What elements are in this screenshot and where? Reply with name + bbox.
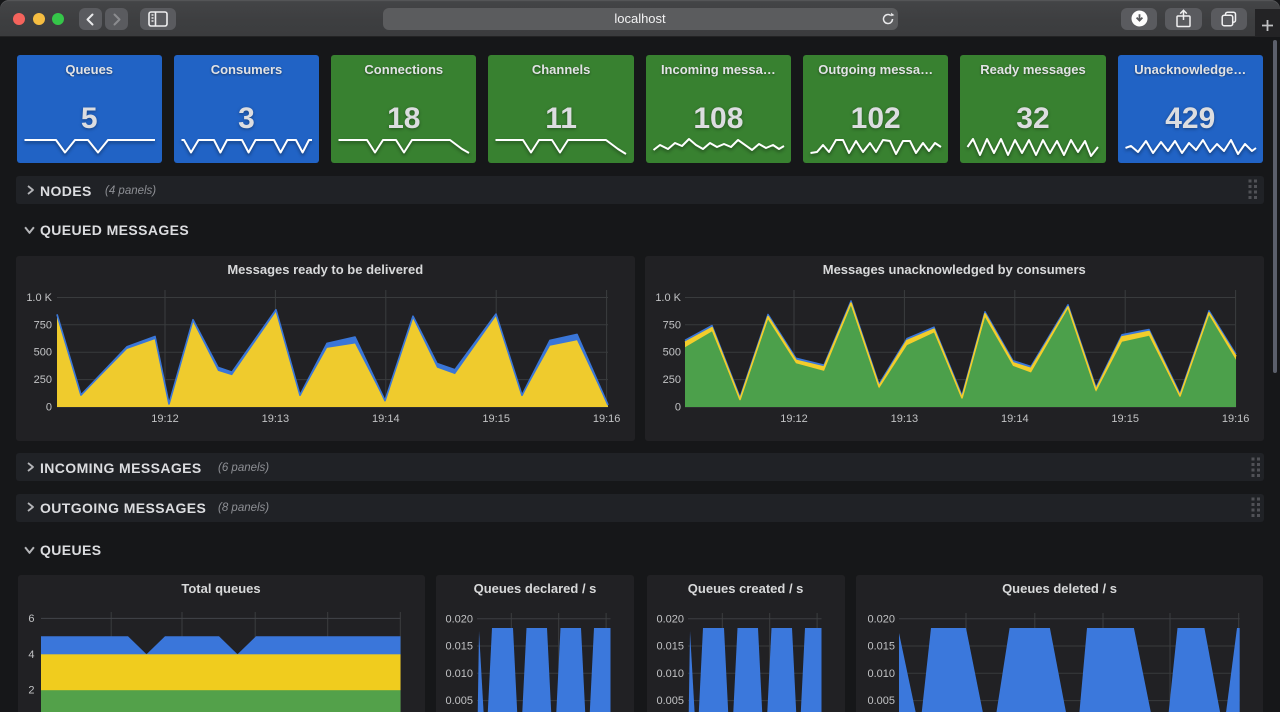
svg-text:0.010: 0.010: [445, 668, 473, 680]
svg-text:19:13: 19:13: [262, 413, 290, 425]
svg-text:750: 750: [663, 319, 681, 331]
svg-text:0.015: 0.015: [656, 641, 684, 653]
svg-text:0.020: 0.020: [867, 613, 895, 625]
svg-text:0.020: 0.020: [445, 613, 473, 625]
svg-text:0: 0: [675, 402, 681, 414]
svg-text:19:15: 19:15: [482, 413, 510, 425]
svg-text:0.005: 0.005: [445, 695, 473, 707]
svg-text:6: 6: [28, 613, 34, 625]
svg-text:2: 2: [28, 685, 34, 697]
svg-text:0.010: 0.010: [656, 668, 684, 680]
svg-text:0.015: 0.015: [445, 641, 473, 653]
svg-text:4: 4: [28, 649, 34, 661]
svg-text:250: 250: [663, 374, 681, 386]
svg-text:19:13: 19:13: [891, 413, 919, 425]
svg-text:19:16: 19:16: [1222, 413, 1250, 425]
svg-text:19:15: 19:15: [1111, 413, 1139, 425]
svg-text:0.010: 0.010: [867, 668, 895, 680]
svg-text:0: 0: [46, 402, 52, 414]
svg-text:19:14: 19:14: [1001, 413, 1029, 425]
svg-text:19:16: 19:16: [593, 413, 621, 425]
svg-text:0.005: 0.005: [656, 695, 684, 707]
svg-text:0.020: 0.020: [656, 613, 684, 625]
svg-text:750: 750: [34, 319, 52, 331]
svg-text:500: 500: [34, 347, 52, 359]
svg-text:500: 500: [663, 347, 681, 359]
svg-text:19:14: 19:14: [372, 413, 400, 425]
svg-text:19:12: 19:12: [780, 413, 808, 425]
svg-text:0.005: 0.005: [867, 695, 895, 707]
svg-text:250: 250: [34, 374, 52, 386]
svg-text:1.0 K: 1.0 K: [26, 292, 52, 304]
svg-text:19:12: 19:12: [151, 413, 179, 425]
svg-text:0.015: 0.015: [867, 641, 895, 653]
svg-text:1.0 K: 1.0 K: [655, 292, 681, 304]
